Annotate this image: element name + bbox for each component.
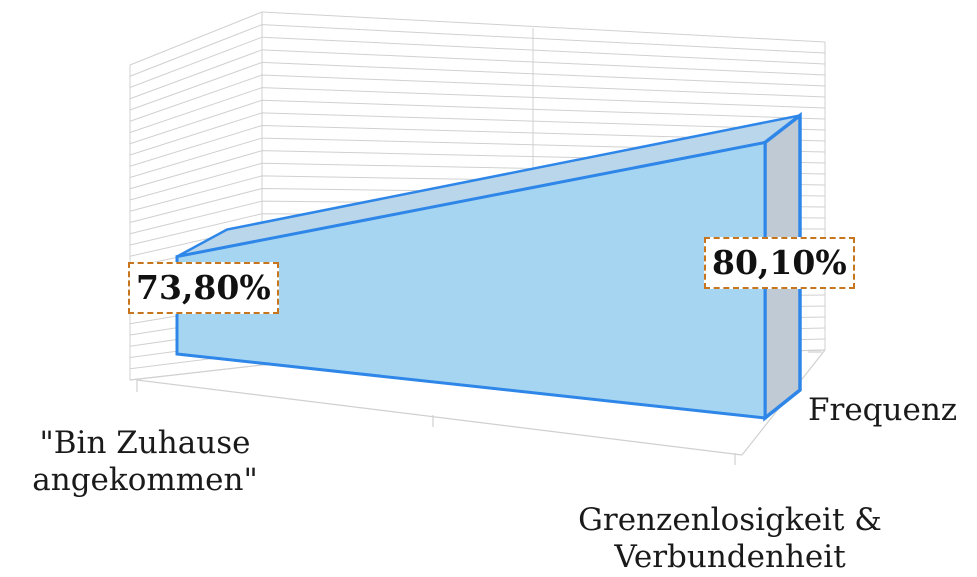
data-label-0: 73,80% bbox=[128, 262, 279, 314]
series-axis-label: Frequenz bbox=[808, 392, 958, 428]
category-label-1: Grenzenlosigkeit & Verbundenheit bbox=[578, 502, 882, 575]
data-label-1: 80,10% bbox=[704, 237, 855, 289]
grid-line bbox=[129, 61, 826, 111]
grid-line bbox=[129, 87, 826, 133]
category-label-0: "Bin Zuhause angekommen" bbox=[32, 425, 258, 498]
grid-line bbox=[129, 49, 826, 100]
grid-line bbox=[129, 36, 826, 88]
grid-line bbox=[129, 11, 826, 66]
category-axis bbox=[136, 379, 743, 456]
grid-line bbox=[129, 24, 826, 77]
